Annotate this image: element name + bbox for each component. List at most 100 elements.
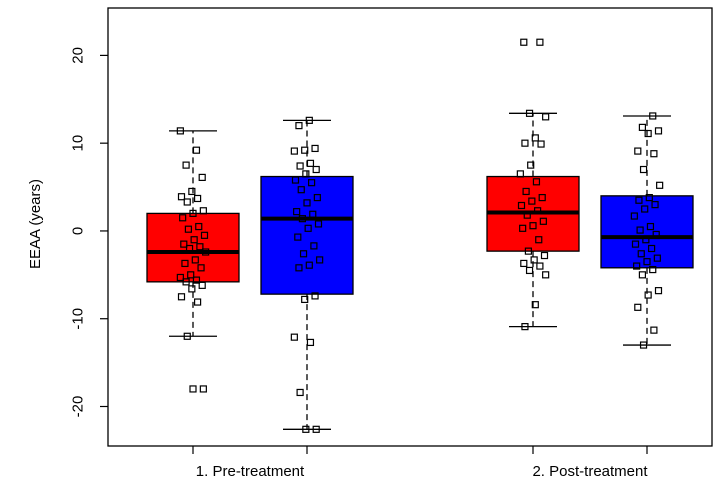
plot-frame xyxy=(107,7,713,447)
data-point xyxy=(310,242,318,250)
data-point xyxy=(191,256,199,264)
data-point xyxy=(196,243,204,251)
data-point xyxy=(633,262,641,270)
data-point xyxy=(646,222,655,231)
y-axis: -20 -10 0 10 20 xyxy=(70,47,108,417)
data-point xyxy=(291,176,300,184)
data-point xyxy=(297,186,305,194)
data-point xyxy=(305,116,313,124)
data-point xyxy=(189,385,197,393)
data-point xyxy=(521,139,529,147)
data-point xyxy=(195,222,203,231)
data-point xyxy=(531,301,539,309)
data-point xyxy=(522,187,530,196)
data-point xyxy=(295,122,303,130)
data-point xyxy=(311,144,319,153)
data-point xyxy=(302,425,310,433)
data-point xyxy=(306,159,315,167)
data-point xyxy=(542,113,550,121)
data-point xyxy=(198,281,206,289)
y-tick-label: -10 xyxy=(70,308,87,330)
data-point xyxy=(294,233,302,241)
data-point xyxy=(312,425,320,433)
data-point xyxy=(183,332,191,340)
data-point xyxy=(649,265,657,274)
data-point xyxy=(301,146,309,154)
data-point xyxy=(305,261,313,269)
data-point xyxy=(302,170,310,178)
data-point xyxy=(188,285,196,293)
data-point xyxy=(311,292,319,300)
data-point xyxy=(652,230,660,239)
data-point xyxy=(198,173,206,182)
data-point xyxy=(523,211,531,219)
data-point xyxy=(530,256,538,264)
data-point xyxy=(636,226,644,234)
data-point xyxy=(650,150,658,158)
data-point xyxy=(539,217,547,225)
data-point xyxy=(177,193,186,201)
data-point xyxy=(637,250,645,258)
data-point xyxy=(202,248,210,256)
data-point xyxy=(644,291,652,299)
data-point xyxy=(654,127,663,135)
data-point xyxy=(542,271,550,279)
data-point xyxy=(180,240,188,248)
y-tick-label: 10 xyxy=(70,135,87,152)
data-point xyxy=(529,222,537,230)
box-red-2 xyxy=(486,112,580,328)
data-point xyxy=(293,208,301,216)
data-point xyxy=(634,147,642,155)
data-point xyxy=(296,388,304,397)
data-point xyxy=(520,38,528,46)
data-point xyxy=(525,266,534,275)
y-tick-label: 0 xyxy=(70,227,87,235)
data-point xyxy=(536,262,544,270)
data-point xyxy=(641,205,649,213)
data-point xyxy=(296,162,304,170)
data-point xyxy=(525,109,534,117)
data-point xyxy=(182,161,190,169)
data-point xyxy=(634,303,642,311)
data-point xyxy=(651,201,659,209)
data-point xyxy=(631,240,640,248)
box-blue-1 xyxy=(260,119,354,430)
data-point xyxy=(312,165,320,174)
data-point xyxy=(313,193,321,202)
data-point xyxy=(308,179,316,187)
data-point xyxy=(642,236,650,244)
data-point xyxy=(639,341,648,349)
data-point xyxy=(189,209,197,217)
data-point xyxy=(536,38,544,46)
data-point xyxy=(533,207,542,215)
data-point xyxy=(194,298,202,306)
data-point xyxy=(187,271,195,279)
data-point xyxy=(519,224,527,232)
y-tick-label: 20 xyxy=(70,47,87,64)
data-point xyxy=(304,224,312,232)
data-point xyxy=(197,264,205,272)
data-point xyxy=(645,193,653,202)
data-point xyxy=(200,231,209,239)
data-point xyxy=(192,146,201,154)
data-point xyxy=(649,112,657,120)
data-point xyxy=(298,215,306,223)
data-point xyxy=(185,244,194,253)
data-point xyxy=(532,178,541,186)
data-point xyxy=(535,236,543,244)
data-point xyxy=(650,326,658,334)
data-point xyxy=(295,264,303,272)
data-point xyxy=(306,338,315,347)
data-point xyxy=(538,193,546,202)
data-point xyxy=(527,161,535,169)
data-point xyxy=(653,254,661,262)
data-point xyxy=(524,247,533,255)
data-point xyxy=(639,165,648,174)
data-point xyxy=(194,194,202,203)
x-tick-label: 1. Pre-treatment xyxy=(196,463,305,480)
y-axis-label: EEAA (years) xyxy=(27,179,44,269)
data-point xyxy=(184,225,192,233)
data-point xyxy=(199,207,207,215)
data-point xyxy=(181,259,189,268)
